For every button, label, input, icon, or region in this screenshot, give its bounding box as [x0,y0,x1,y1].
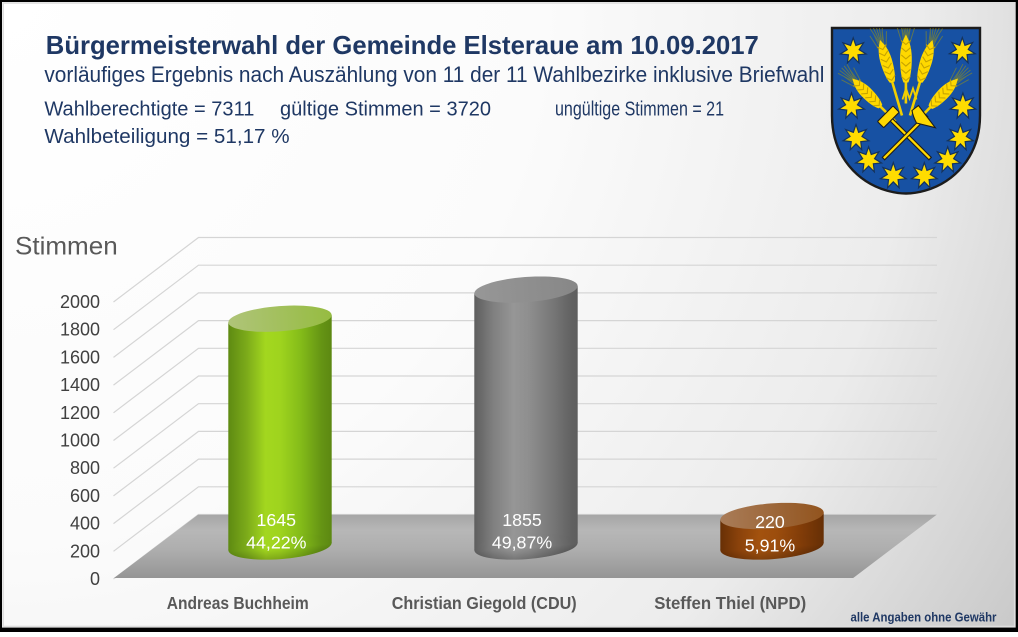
svg-text:1800: 1800 [60,320,100,340]
svg-text:1600: 1600 [60,347,100,367]
svg-text:Christian Giegold (CDU): Christian Giegold (CDU) [392,593,577,613]
svg-text:1000: 1000 [60,431,100,451]
svg-text:Wahlberechtigte = 7311: Wahlberechtigte = 7311 [44,98,254,121]
svg-text:2000: 2000 [60,292,100,312]
svg-text:600: 600 [70,486,100,506]
svg-text:Steffen Thiel (NPD): Steffen Thiel (NPD) [654,593,806,613]
svg-text:1200: 1200 [60,403,100,423]
svg-text:Stimmen: Stimmen [15,233,118,261]
svg-text:1400: 1400 [60,375,100,395]
svg-text:gültige Stimmen = 3720: gültige Stimmen = 3720 [280,98,491,121]
svg-text:vorläufiges Ergebnis nach Ausz: vorläufiges Ergebnis nach Auszählung von… [44,62,824,87]
svg-text:alle Angaben ohne Gewähr: alle Angaben ohne Gewähr [851,610,997,625]
svg-text:800: 800 [70,458,100,478]
svg-text:0: 0 [90,569,100,589]
svg-text:44,22%: 44,22% [246,533,306,553]
svg-text:Wahlbeteiligung = 51,17 %: Wahlbeteiligung = 51,17 % [44,125,289,148]
svg-text:49,87%: 49,87% [492,533,552,553]
svg-text:1645: 1645 [257,510,297,530]
svg-text:Bürgermeisterwahl der Gemeinde: Bürgermeisterwahl der Gemeinde Elsteraue… [46,30,759,60]
svg-text:5,91%: 5,91% [745,536,796,556]
svg-text:200: 200 [70,541,100,561]
svg-text:ungültige Stimmen = 21: ungültige Stimmen = 21 [555,98,724,121]
svg-text:Andreas Buchheim: Andreas Buchheim [167,593,309,613]
svg-text:400: 400 [70,514,100,534]
svg-text:220: 220 [755,512,785,532]
svg-text:1855: 1855 [502,510,542,530]
